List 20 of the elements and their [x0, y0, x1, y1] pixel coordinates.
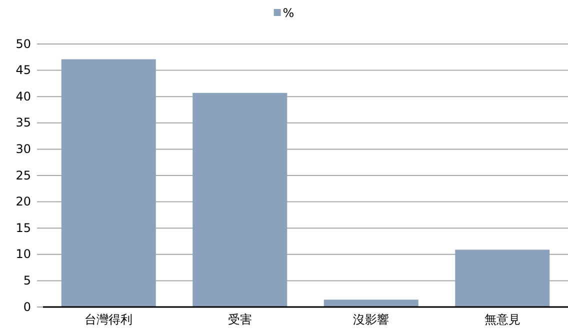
bar: [61, 59, 156, 307]
y-tick-label: 5: [23, 274, 31, 288]
y-tick-label: 0: [23, 300, 31, 314]
legend-label: %: [282, 6, 294, 20]
y-tick-label: 45: [16, 63, 31, 78]
y-tick-label: 30: [16, 142, 31, 156]
bar: [324, 300, 418, 307]
bar: [192, 92, 288, 307]
x-tick-label: 無意見: [484, 312, 520, 327]
x-tick-label: 台灣得利: [84, 312, 133, 327]
bar: [455, 250, 550, 307]
y-tick-label: 25: [16, 168, 31, 182]
y-tick-label: 15: [16, 220, 31, 235]
x-tick-label: 沒影響: [353, 312, 390, 327]
y-tick-label: 40: [16, 89, 31, 104]
x-tick-label: 受害: [228, 312, 252, 327]
y-tick-label: 35: [16, 116, 31, 130]
y-tick-label: 20: [16, 194, 31, 209]
y-tick-label: 50: [16, 36, 31, 51]
y-tick-label: 10: [16, 247, 31, 262]
